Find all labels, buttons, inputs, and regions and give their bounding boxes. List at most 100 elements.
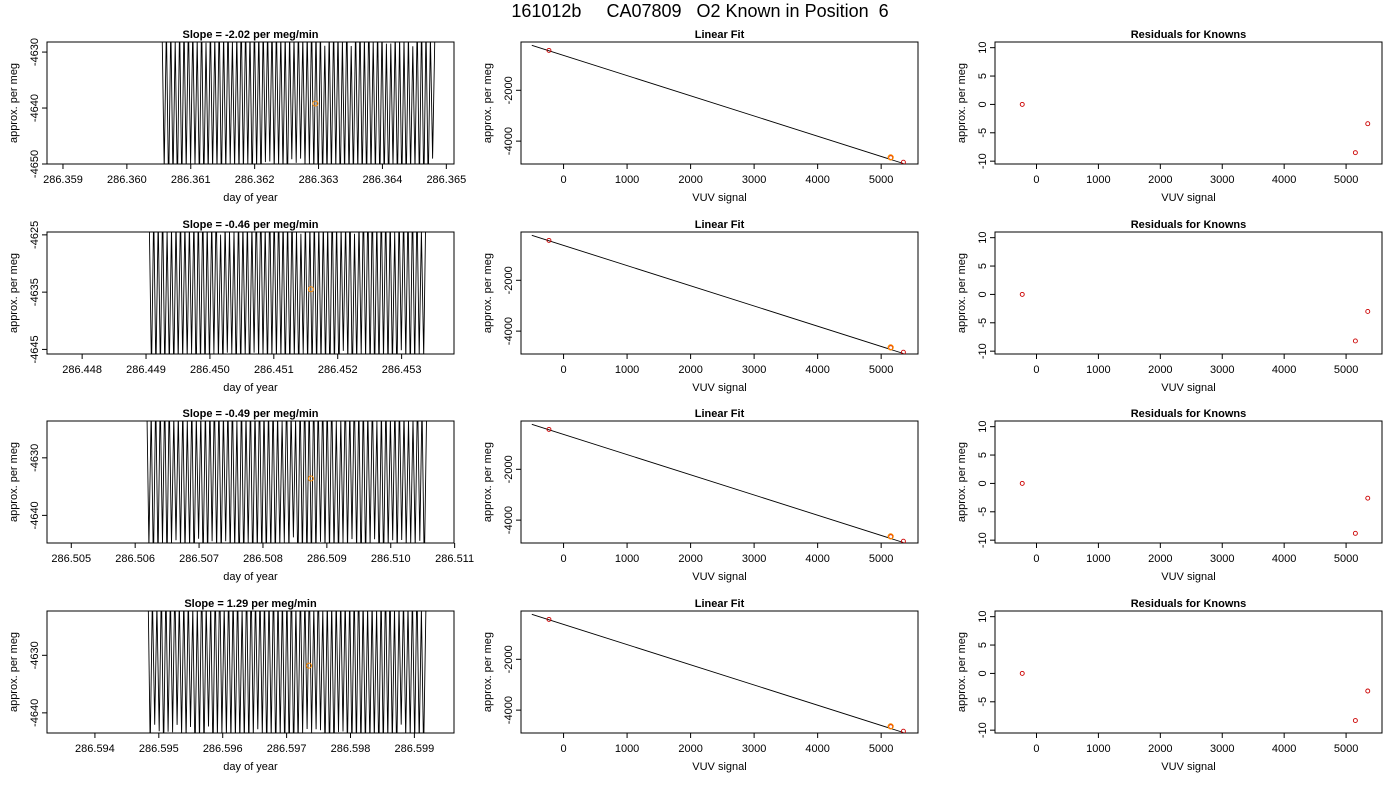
sample-point-marker (887, 344, 894, 351)
known-point (1352, 338, 1358, 344)
x-axis-label: day of year (223, 571, 278, 583)
y-tick-label: 0 (977, 101, 989, 107)
plot-area (531, 423, 906, 543)
mean-point-marker (307, 286, 314, 293)
y-tick-label: -4640 (29, 699, 41, 727)
y-tick-label: -5 (977, 128, 989, 138)
x-tick-label: 3000 (1210, 364, 1234, 376)
y-tick-label: 10 (977, 421, 989, 433)
panel-fit-1: Linear Fit 0 1000 2000 3000 4000 5000 VUV signa… (482, 29, 919, 204)
x-tick-label: 286.595 (139, 743, 179, 755)
plot-area (147, 611, 427, 733)
y-axis-label: approx. per meg (482, 63, 494, 143)
sample-point-marker (887, 533, 894, 540)
panel-time-4: Slope = 1.29 per meg/min 286.594 286.595 28… (8, 598, 455, 773)
y-tick-label: 5 (977, 642, 989, 648)
known-point (546, 47, 552, 53)
x-tick-label: 3000 (742, 364, 766, 376)
fit-line (531, 613, 904, 733)
panel-time-2: Slope = -0.46 per meg/min 286.448 286.449 2… (8, 219, 455, 394)
known-point (1365, 688, 1371, 694)
x-tick-label: 0 (1033, 743, 1039, 755)
x-tick-label: 3000 (742, 174, 766, 186)
panel-title: Linear Fit (695, 598, 745, 610)
x-axis-label: VUV signal (1161, 192, 1215, 204)
x-tick-label: 4000 (1272, 553, 1296, 565)
plot-frame (46, 231, 455, 355)
x-tick-label: 286.511 (435, 553, 474, 565)
x-tick-label: 0 (560, 364, 566, 376)
y-tick-label: -4650 (29, 150, 41, 178)
x-tick-label: 286.598 (331, 743, 371, 755)
x-tick-label: 4000 (805, 364, 829, 376)
plot-area (1019, 670, 1371, 723)
known-point (1352, 150, 1358, 156)
sample-point-marker (887, 154, 894, 161)
y-tick-label: -5 (977, 507, 989, 517)
panel-title: Slope = -0.49 per meg/min (182, 408, 318, 420)
plot-frame (994, 231, 1383, 355)
x-tick-label: 5000 (1334, 174, 1358, 186)
y-tick-label: -4630 (29, 38, 41, 66)
y-axis-label: approx. per meg (482, 632, 494, 712)
y-tick-label: -4000 (503, 317, 515, 345)
x-tick-label: 3000 (742, 553, 766, 565)
x-tick-label: 286.451 (254, 364, 294, 376)
panel-title: Residuals for Knowns (1131, 598, 1247, 610)
panel-title: Residuals for Knowns (1131, 29, 1247, 41)
y-tick-label: -4630 (29, 444, 41, 472)
data-trace (161, 42, 436, 164)
x-tick-label: 2000 (1148, 743, 1172, 755)
plot-area (531, 613, 906, 733)
y-tick-label: 0 (977, 670, 989, 676)
known-point (1365, 121, 1371, 127)
x-tick-label: 286.594 (75, 743, 115, 755)
panel-fit-4: Linear Fit 0 1000 2000 3000 4000 5000 VUV signa… (482, 598, 919, 773)
x-tick-label: 4000 (805, 174, 829, 186)
y-tick-label: -10 (977, 532, 989, 548)
mean-point-marker (307, 475, 314, 482)
x-tick-label: 5000 (869, 364, 893, 376)
x-tick-label: 0 (560, 743, 566, 755)
x-tick-label: 1000 (1086, 743, 1110, 755)
panel-time-3: Slope = -0.49 per meg/min 286.505 286.506 2… (8, 408, 474, 583)
known-point (1352, 530, 1358, 536)
x-axis-label: day of year (223, 382, 278, 394)
x-tick-label: 286.505 (51, 553, 91, 565)
panel-resid-2: Residuals for Knowns 0 1000 2000 3000 4000 500… (956, 219, 1383, 394)
y-axis-label: approx. per meg (8, 253, 20, 333)
panel-resid-4: Residuals for Knowns 0 1000 2000 3000 4000 500… (956, 598, 1383, 773)
x-axis-label: VUV signal (1161, 571, 1215, 583)
data-trace (148, 232, 426, 354)
y-tick-label: -4630 (29, 641, 41, 669)
x-tick-label: 286.509 (307, 553, 347, 565)
plot-area (1019, 291, 1371, 344)
x-tick-label: 286.599 (395, 743, 435, 755)
x-tick-label: 286.450 (190, 364, 230, 376)
y-tick-label: 10 (977, 42, 989, 54)
x-tick-label: 5000 (869, 174, 893, 186)
x-tick-label: 5000 (1334, 553, 1358, 565)
x-tick-label: 1000 (1086, 174, 1110, 186)
y-tick-label: -4000 (503, 506, 515, 534)
known-point (546, 616, 552, 622)
x-tick-label: 286.507 (179, 553, 219, 565)
x-tick-label: 0 (560, 174, 566, 186)
y-tick-label: -4640 (29, 501, 41, 529)
x-tick-label: 2000 (678, 364, 702, 376)
x-tick-label: 1000 (1086, 364, 1110, 376)
y-tick-label: -5 (977, 318, 989, 328)
x-tick-label: 286.361 (171, 174, 211, 186)
known-point (1019, 101, 1025, 107)
y-axis-label: approx. per meg (8, 63, 20, 143)
panel-title: Slope = -2.02 per meg/min (182, 29, 318, 41)
x-tick-label: 2000 (678, 174, 702, 186)
x-tick-label: 5000 (869, 553, 893, 565)
known-point (900, 349, 906, 354)
y-tick-label: -4640 (29, 94, 41, 122)
x-tick-label: 3000 (742, 743, 766, 755)
y-tick-label: 5 (977, 73, 989, 79)
panel-title: Slope = 1.29 per meg/min (184, 598, 317, 610)
panel-title: Linear Fit (695, 219, 745, 231)
